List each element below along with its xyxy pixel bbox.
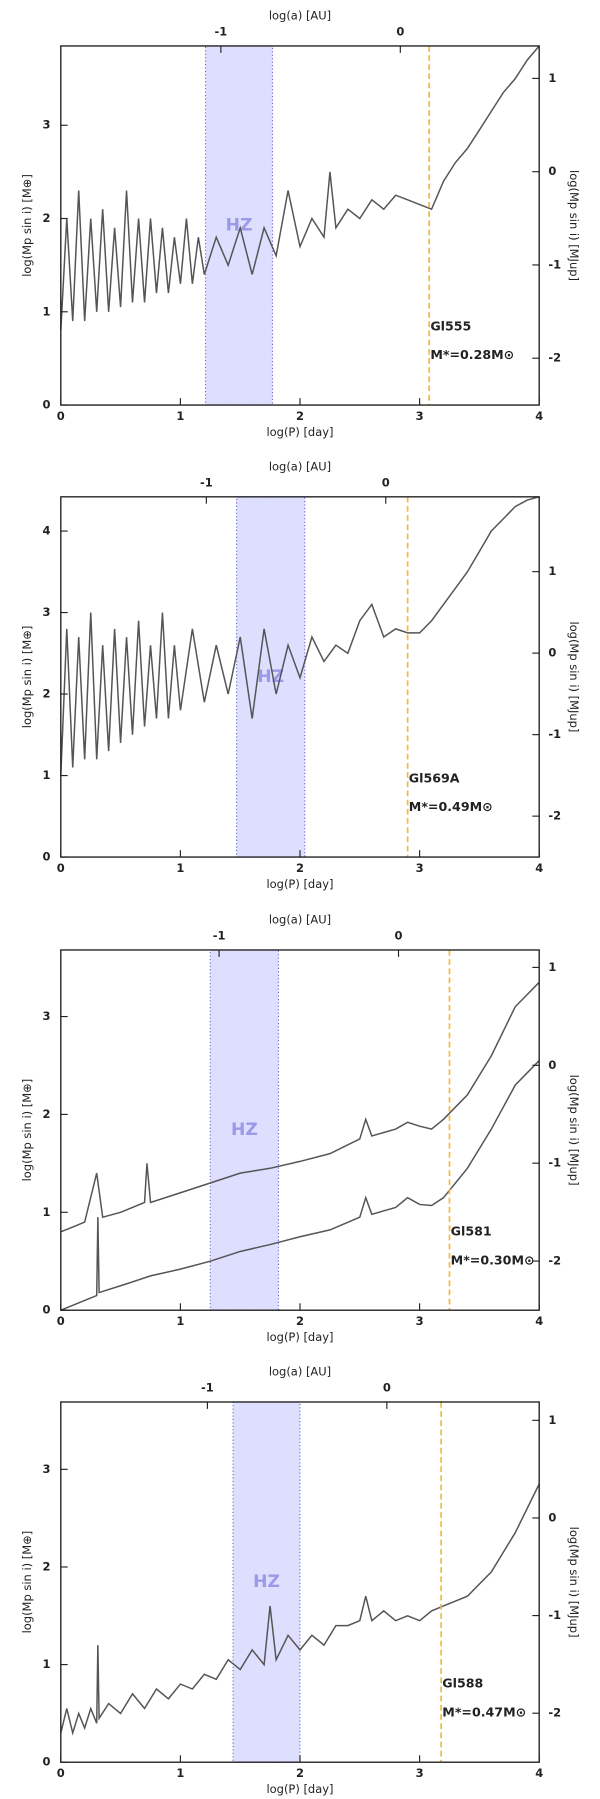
x2-axis-title: log(a) [AU]: [269, 9, 331, 23]
x-tick-label: 0: [57, 861, 65, 875]
x-axis-title: log(P) [day]: [266, 1782, 333, 1796]
y-axis-title: log(Mp sin i) [M⊕]: [20, 1531, 34, 1634]
x-axis-title: log(P) [day]: [266, 425, 333, 439]
x-tick-label: 2: [296, 1314, 304, 1328]
x-tick-label: 3: [416, 409, 424, 423]
y-tick-label: 1: [42, 1205, 50, 1219]
y2-tick-label: 0: [548, 1058, 556, 1072]
x-tick-label: 0: [57, 1766, 65, 1780]
x-tick-label: 1: [176, 861, 184, 875]
x-tick-label: 3: [416, 1314, 424, 1328]
x2-tick-label: 0: [396, 25, 404, 39]
y-tick-label: 3: [42, 1009, 50, 1023]
y-tick-label: 0: [42, 1303, 50, 1317]
x2-tick-label: -1: [200, 476, 213, 490]
y-tick-label: 1: [42, 768, 50, 782]
y-tick-label: 2: [42, 211, 50, 225]
x-tick-label: 0: [57, 1314, 65, 1328]
x-tick-label: 1: [176, 1314, 184, 1328]
y2-tick-label: -1: [548, 727, 561, 741]
y2-axis-title: log(Mp sin i) [MJup]: [567, 170, 581, 281]
hz-band: [236, 496, 306, 858]
x-tick-label: 4: [535, 1766, 543, 1780]
y-tick-label: 2: [42, 687, 50, 701]
y2-tick-label: 0: [548, 646, 556, 660]
y2-tick-label: -2: [548, 809, 561, 823]
y2-tick-label: 1: [548, 564, 556, 578]
data-line: [60, 981, 540, 1233]
annotation: Gl581: [451, 1224, 492, 1239]
x-tick-label: 2: [296, 861, 304, 875]
y-tick-label: 0: [42, 398, 50, 412]
x-tick-label: 3: [416, 861, 424, 875]
data-line: [60, 45, 540, 331]
y-tick-label: 4: [42, 524, 50, 538]
annotation: Gl588: [442, 1676, 483, 1691]
y2-tick-label: -1: [548, 257, 561, 271]
y2-tick-label: -2: [548, 351, 561, 365]
y-axis-title: log(Mp sin i) [M⊕]: [20, 174, 34, 277]
y-tick-label: 0: [42, 850, 50, 864]
data-line: [60, 496, 540, 776]
y-tick-label: 3: [42, 605, 50, 619]
hz-label: HZ: [231, 1120, 258, 1140]
y-axis-title: log(Mp sin i) [M⊕]: [20, 626, 34, 729]
x2-tick-label: -1: [201, 1381, 214, 1395]
x-tick-label: 3: [416, 1766, 424, 1780]
y2-axis-title: log(Mp sin i) [MJup]: [567, 621, 581, 732]
y2-tick-label: -1: [548, 1156, 561, 1170]
y2-tick-label: 1: [548, 960, 556, 974]
x-axis-title: log(P) [day]: [266, 1330, 333, 1344]
x2-axis-title: log(a) [AU]: [269, 913, 331, 927]
data-line: [60, 1483, 540, 1736]
y-tick-label: 2: [42, 1559, 50, 1573]
y2-tick-label: 1: [548, 1413, 556, 1427]
x2-tick-label: 0: [382, 476, 390, 490]
y-tick-label: 3: [42, 1462, 50, 1476]
x2-tick-label: -1: [213, 929, 226, 943]
annotation: M*=0.49M⊙: [409, 799, 493, 814]
x-tick-label: 4: [535, 1314, 543, 1328]
x-tick-label: 1: [176, 1766, 184, 1780]
hz-band: [204, 45, 274, 406]
y2-tick-label: -2: [548, 1706, 561, 1720]
annotation: M*=0.30M⊙: [451, 1252, 535, 1267]
x2-axis-title: log(a) [AU]: [269, 1365, 331, 1379]
hz-band: [232, 1401, 301, 1763]
x-tick-label: 1: [176, 409, 184, 423]
x2-axis-title: log(a) [AU]: [269, 459, 331, 473]
x-tick-label: 2: [296, 1766, 304, 1780]
y-tick-label: 1: [42, 1657, 50, 1671]
x2-tick-label: -1: [214, 25, 227, 39]
x2-tick-label: 0: [383, 1381, 391, 1395]
y-tick-label: 2: [42, 1107, 50, 1121]
annotation: Gl555: [430, 319, 471, 334]
y2-axis-title: log(Mp sin i) [MJup]: [567, 1075, 581, 1186]
y-tick-label: 3: [42, 118, 50, 132]
x-tick-label: 4: [535, 861, 543, 875]
y2-axis-title: log(Mp sin i) [MJup]: [567, 1527, 581, 1638]
y-axis-title: log(Mp sin i) [M⊕]: [20, 1079, 34, 1182]
y-tick-label: 0: [42, 1755, 50, 1769]
y2-tick-label: 1: [548, 71, 556, 85]
x-axis-title: log(P) [day]: [266, 877, 333, 891]
data-line: [60, 1060, 540, 1311]
y-tick-label: 1: [42, 304, 50, 318]
y2-tick-label: -1: [548, 1608, 561, 1622]
x-tick-label: 4: [535, 409, 543, 423]
y2-tick-label: 0: [548, 164, 556, 178]
annotation: M*=0.47M⊙: [442, 1704, 526, 1719]
hz-label: HZ: [226, 216, 253, 236]
hz-label: HZ: [253, 1572, 280, 1592]
hz-label: HZ: [257, 667, 284, 687]
annotation: M*=0.28M⊙: [430, 347, 514, 362]
x-tick-label: 2: [296, 409, 304, 423]
y2-tick-label: 0: [548, 1510, 556, 1524]
annotation: Gl569A: [409, 771, 460, 786]
y2-tick-label: -2: [548, 1254, 561, 1268]
x-tick-label: 0: [57, 409, 65, 423]
x2-tick-label: 0: [395, 929, 403, 943]
